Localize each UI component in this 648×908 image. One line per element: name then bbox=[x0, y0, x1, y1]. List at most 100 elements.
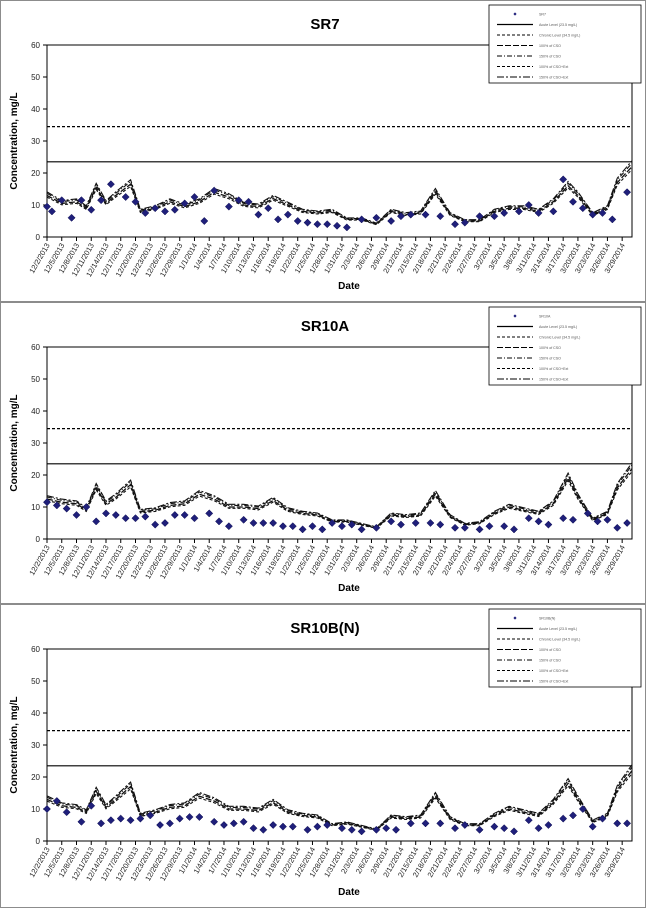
model-curve-150-cso bbox=[46, 766, 633, 830]
y-tick-label: 60 bbox=[31, 343, 40, 352]
data-point bbox=[421, 210, 430, 219]
data-point bbox=[387, 517, 396, 526]
legend-label: 150% of CSO+Ext bbox=[539, 377, 568, 381]
legend-label: 100% of CSO+Ext bbox=[539, 669, 568, 673]
data-point bbox=[146, 811, 155, 820]
legend-label: SR10A bbox=[539, 314, 551, 318]
data-point bbox=[578, 204, 587, 213]
y-tick-label: 0 bbox=[36, 535, 41, 544]
data-point bbox=[460, 218, 469, 227]
data-point bbox=[97, 819, 106, 828]
data-point bbox=[288, 822, 297, 831]
data-point bbox=[239, 817, 248, 826]
data-point bbox=[254, 210, 263, 219]
y-tick-label: 20 bbox=[31, 471, 40, 480]
legend-label: SR10B(N) bbox=[539, 616, 555, 620]
legend-label: 100% of CSO+Ext bbox=[539, 367, 568, 371]
legend-box bbox=[488, 608, 642, 688]
data-point bbox=[544, 520, 553, 529]
data-point bbox=[269, 821, 278, 829]
data-point bbox=[490, 822, 499, 831]
legend-label: 150% of CSO+Ext bbox=[539, 679, 568, 683]
data-point bbox=[190, 514, 199, 523]
data-point bbox=[406, 210, 415, 219]
data-point bbox=[534, 209, 543, 217]
data-point bbox=[190, 193, 199, 201]
data-point bbox=[593, 517, 602, 526]
data-point bbox=[111, 511, 120, 519]
data-point bbox=[392, 825, 400, 834]
data-point bbox=[220, 821, 228, 829]
data-point bbox=[210, 186, 219, 195]
legend-label: Chronic Level (34.5 mg/L) bbox=[539, 637, 580, 641]
legend-marker bbox=[513, 616, 517, 620]
data-point bbox=[303, 218, 312, 227]
data-point bbox=[92, 517, 101, 526]
x-axis-label: Date bbox=[338, 887, 360, 898]
y-tick-label: 40 bbox=[31, 105, 40, 114]
data-point bbox=[436, 819, 445, 828]
y-tick-label: 30 bbox=[31, 137, 40, 146]
data-point bbox=[460, 821, 469, 829]
data-point bbox=[264, 204, 273, 213]
data-point bbox=[308, 522, 317, 531]
data-point bbox=[288, 522, 297, 531]
chart-title: SR10B(N) bbox=[290, 620, 359, 637]
y-tick-label: 30 bbox=[31, 741, 40, 750]
y-tick-label: 50 bbox=[31, 375, 40, 384]
data-point bbox=[387, 217, 396, 225]
data-point bbox=[323, 821, 332, 829]
y-tick-label: 50 bbox=[31, 73, 40, 82]
legend-label: SR7 bbox=[539, 12, 546, 16]
data-point bbox=[475, 525, 484, 534]
data-point bbox=[490, 212, 499, 221]
data-point bbox=[269, 519, 278, 527]
chart-panel-sr7: SR7 Concentration, mg/L 0 10 20 30 40 50 60 12/2/… bbox=[0, 0, 646, 302]
data-point bbox=[613, 819, 622, 828]
data-point bbox=[569, 515, 577, 524]
y-tick-label: 10 bbox=[31, 201, 40, 210]
data-point bbox=[333, 221, 341, 230]
data-point bbox=[426, 519, 435, 527]
data-point bbox=[249, 519, 258, 527]
data-point bbox=[279, 822, 287, 831]
data-point bbox=[239, 515, 248, 524]
data-point bbox=[131, 197, 140, 206]
legend-label: Acute Level (23.5 mg/L) bbox=[539, 23, 577, 27]
legend-label: Acute Level (23.5 mg/L) bbox=[539, 627, 577, 631]
model-curve-100-cso bbox=[46, 770, 633, 831]
legend-label: 100% of CSO bbox=[539, 44, 561, 48]
data-point bbox=[588, 822, 597, 831]
data-point bbox=[372, 213, 381, 222]
data-point bbox=[161, 207, 169, 216]
model-curve-150-cso-ext bbox=[46, 764, 633, 830]
data-point bbox=[421, 819, 430, 828]
chart-title: SR7 bbox=[310, 16, 339, 33]
data-point bbox=[598, 209, 607, 217]
data-point bbox=[598, 814, 607, 823]
data-point bbox=[224, 202, 233, 211]
data-point bbox=[244, 197, 253, 206]
data-point bbox=[249, 824, 258, 833]
data-point bbox=[396, 520, 405, 529]
data-point bbox=[259, 519, 268, 527]
data-point bbox=[382, 824, 391, 833]
data-point bbox=[274, 215, 283, 224]
data-point bbox=[623, 188, 632, 197]
data-point bbox=[451, 824, 459, 833]
data-point bbox=[52, 501, 61, 510]
data-point bbox=[293, 217, 302, 225]
data-point bbox=[372, 523, 381, 532]
data-point bbox=[72, 511, 81, 519]
data-point bbox=[121, 514, 130, 523]
data-point bbox=[347, 520, 356, 529]
legend-label: Chronic Level (34.5 mg/L) bbox=[539, 335, 580, 339]
data-point bbox=[559, 514, 568, 523]
data-point bbox=[141, 209, 150, 217]
data-point bbox=[460, 523, 469, 532]
model-curve-150-cso-ext bbox=[46, 462, 633, 528]
model-curve-100-cso bbox=[46, 468, 633, 529]
y-tick-label: 40 bbox=[31, 709, 40, 718]
model-curve-100-cso-ext bbox=[46, 169, 633, 226]
